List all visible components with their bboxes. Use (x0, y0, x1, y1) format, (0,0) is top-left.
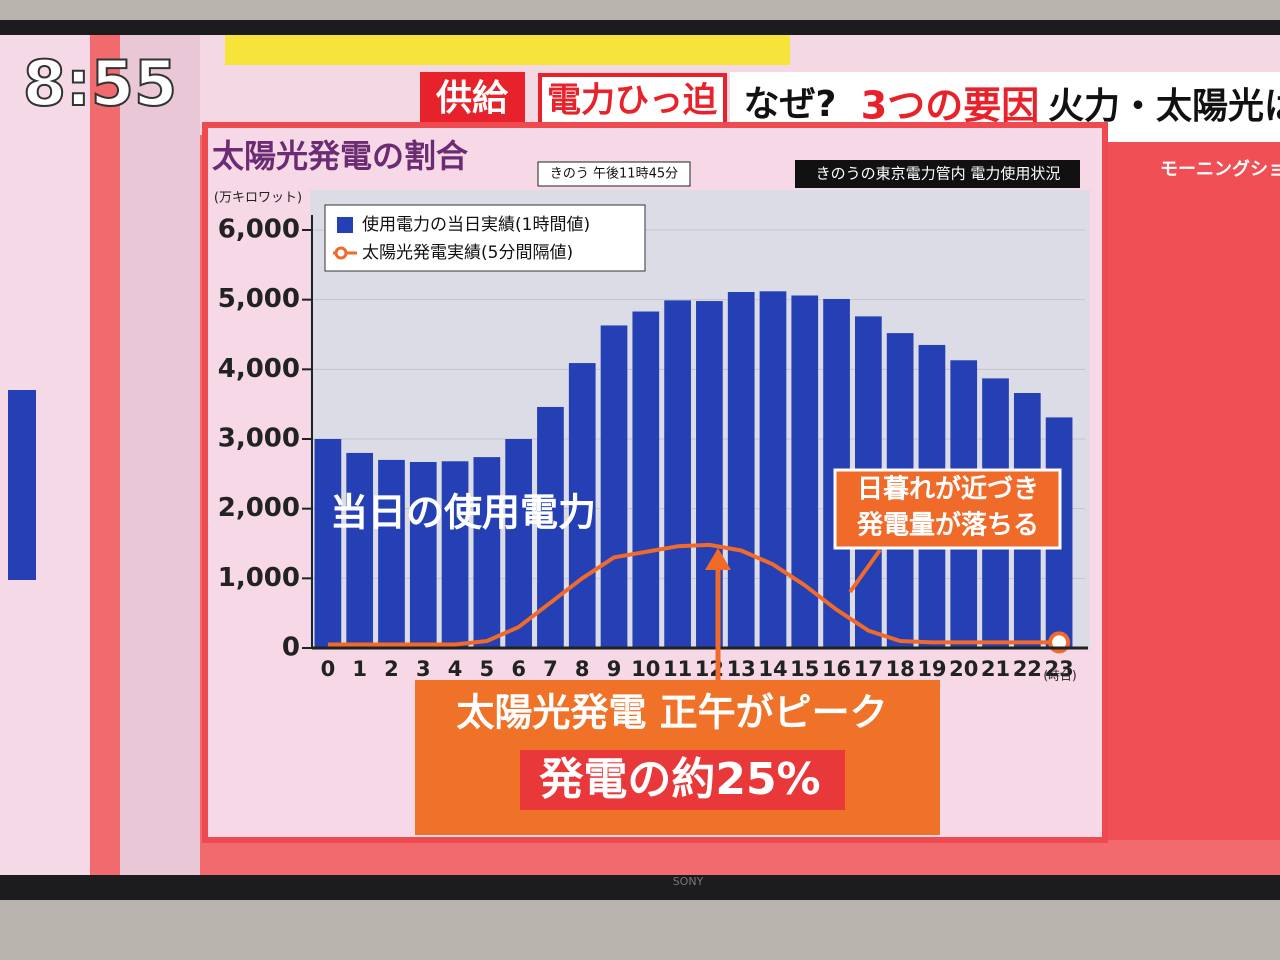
chart-title: 太陽光発電の割合 (212, 137, 468, 175)
x-tick-label: 2 (384, 657, 399, 681)
headline: 火力・太陽光は (1048, 86, 1280, 127)
x-tick-label: 9 (607, 657, 622, 681)
x-tick-label: 21 (981, 657, 1010, 681)
y-axis-label: (万キロワット) (214, 191, 302, 206)
legend-items: 使用電力の当日実績(1時間値) 太陽光発電実績(5分間隔値) (333, 214, 590, 263)
header-yellow (225, 35, 790, 65)
arrow-head (705, 548, 731, 570)
headline-box (538, 73, 727, 129)
x-tick-label: 3 (416, 657, 431, 681)
x-tick-label: 15 (790, 657, 819, 681)
source-box (795, 160, 1080, 188)
x-tick-label: 18 (886, 657, 915, 681)
x-tick-label: 7 (543, 657, 558, 681)
x-tick-label: 19 (917, 657, 946, 681)
bar (664, 300, 691, 648)
x-tick-label: 22 (1013, 657, 1042, 681)
annotation: 日暮れが近づき (857, 474, 1039, 505)
legend-swatch (334, 246, 348, 260)
annotation-highlight (520, 750, 845, 810)
x-tick-label: 10 (631, 657, 660, 681)
x-tick-label: 23 (1044, 657, 1073, 681)
bar (727, 292, 755, 648)
headline: 供給 (436, 78, 509, 119)
x-tick-label: 14 (758, 657, 787, 681)
bar (600, 325, 628, 648)
annotation-box (833, 468, 1062, 550)
source: きのうの東京電力管内 電力使用状況 (816, 165, 1061, 183)
headline-box (420, 72, 525, 127)
x-tick-label: 16 (822, 657, 851, 681)
bar (505, 439, 532, 648)
legend-label: 使用電力の当日実績(1時間値) (362, 214, 590, 235)
x-tick-label: 13 (727, 657, 756, 681)
x-tick-label: 6 (511, 657, 526, 681)
x-tick-label: 17 (854, 657, 883, 681)
x-tick-label: 5 (480, 657, 495, 681)
bar (441, 461, 469, 648)
headline: なぜ? (744, 84, 837, 125)
left-strip (120, 35, 200, 875)
x-tick-label: 11 (663, 657, 692, 681)
bar (632, 311, 660, 648)
x-tick-label: 4 (448, 657, 463, 681)
right-panel (1100, 140, 1280, 840)
bar (346, 452, 374, 648)
annotation: 太陽光発電 正午がピーク (456, 691, 887, 735)
program-name: モーニングショ (1160, 158, 1280, 180)
y-tick-label: 4,000 (218, 354, 300, 384)
legend-label: 太陽光発電実績(5分間隔値) (362, 243, 573, 263)
left-bar (8, 390, 36, 580)
x-tick-label: 8 (575, 657, 590, 681)
x-axis-label: (時台) (1043, 668, 1076, 683)
subtitle-box (537, 161, 691, 187)
y-tick-label: 1,000 (218, 563, 300, 593)
legend (324, 204, 646, 272)
y-tick-label: 2,000 (218, 493, 300, 523)
x-tick-label: 0 (321, 657, 336, 681)
bar (409, 461, 437, 648)
y-tick-label: 5,000 (218, 284, 300, 314)
x-tick-label: 1 (352, 657, 367, 681)
y-tick-label: 3,000 (218, 424, 300, 454)
bar (568, 363, 596, 648)
y-tick-label: 0 (282, 633, 300, 663)
bar (791, 295, 819, 648)
bar (759, 291, 787, 648)
annotation: 発電量が落ちる (856, 510, 1039, 541)
chart-subtitle: きのう 午後11時45分 (550, 167, 678, 182)
y-tick-label: 6,000 (218, 215, 300, 245)
legend-swatch (337, 217, 353, 233)
brand: SONY (673, 875, 704, 888)
headline: 3つの要因 (861, 84, 1039, 128)
bar (473, 457, 501, 648)
annotation: 当日の使用電力 (330, 491, 596, 535)
bar (314, 439, 342, 648)
annotation: 発電の約25% (538, 754, 820, 805)
line (327, 542, 1060, 647)
headline: 電力ひっ迫 (547, 81, 717, 121)
x-tick-label: 20 (949, 657, 978, 681)
bar (378, 459, 405, 648)
clock: 8:55 (23, 47, 177, 120)
arrow (848, 548, 882, 594)
